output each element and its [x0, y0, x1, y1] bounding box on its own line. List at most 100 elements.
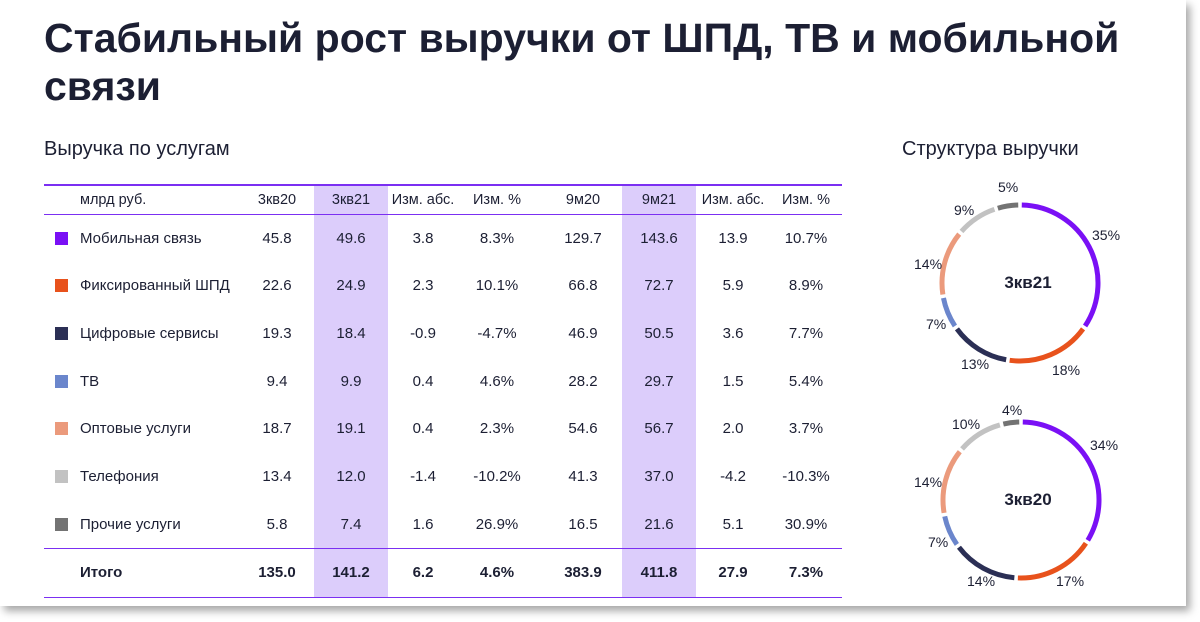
table-cell: 41.3	[568, 468, 598, 485]
row-label: Прочие услуги	[80, 516, 181, 533]
legend-swatch	[55, 422, 68, 435]
table-cell: -10.3%	[782, 468, 830, 485]
table-cell: 7.3%	[788, 564, 824, 581]
donut-svg	[939, 202, 1101, 364]
legend-swatch	[55, 327, 68, 340]
table-cell: 49.6	[336, 230, 366, 247]
donut-slice	[941, 297, 958, 328]
donut-svg	[940, 419, 1102, 581]
table-heading: Выручка по услугам	[44, 138, 230, 160]
col-header: 3кв21	[331, 192, 371, 208]
table-cell: 19.1	[336, 420, 366, 437]
legend-swatch	[55, 279, 68, 292]
table-header-line	[44, 214, 842, 215]
table-cell: 16.5	[568, 516, 598, 533]
table-cell: 12.0	[336, 468, 366, 485]
slice-label: 9%	[954, 202, 975, 218]
table-cell: 30.9%	[784, 516, 828, 533]
table-cell: 5.1	[722, 516, 744, 533]
donut-slice	[942, 515, 959, 546]
table-cell: -1.4	[410, 468, 436, 485]
col-header: 3кв20	[257, 192, 297, 208]
table-cell: 29.7	[644, 373, 674, 390]
slice-label: 14%	[914, 256, 943, 272]
table-cell: 37.0	[644, 468, 674, 485]
table-cell: 3.8	[412, 230, 434, 247]
donut-slice	[1009, 327, 1086, 364]
donut-slice	[956, 545, 1015, 581]
table-cell: 28.2	[568, 373, 598, 390]
donut-slice	[1022, 419, 1102, 542]
table-row: Цифровые сервисы 19.3 18.4 -0.9 -4.7% 46…	[44, 319, 842, 349]
table-cell: 6.2	[412, 564, 434, 581]
table-cell: 72.7	[644, 277, 674, 294]
table-cell: 50.5	[644, 325, 674, 342]
table-cell: 56.7	[644, 420, 674, 437]
table-cell: -4.7%	[477, 325, 517, 342]
table-cell: 135.0	[258, 564, 296, 581]
row-label: ТВ	[80, 373, 100, 390]
slice-label: 14%	[967, 573, 996, 589]
table-cell: 3.7%	[788, 420, 824, 437]
donut-slice	[954, 327, 1007, 363]
slice-label: 34%	[1090, 437, 1119, 453]
table-cell: 129.7	[564, 230, 602, 247]
row-label: Телефония	[80, 468, 159, 485]
highlight-column-9m21	[622, 184, 696, 597]
table-cell: 411.8	[640, 564, 678, 581]
table-row: Оптовые услуги 18.7 19.1 0.4 2.3% 54.6 5…	[44, 414, 842, 444]
table-cell: -10.2%	[473, 468, 521, 485]
table-cell: 19.3	[262, 325, 292, 342]
col-header: Изм. абс.	[701, 192, 765, 208]
table-cell: 7.7%	[788, 325, 824, 342]
row-label: Цифровые сервисы	[80, 325, 219, 342]
table-cell: 7.4	[340, 516, 362, 533]
table-row: ТВ 9.4 9.9 0.4 4.6% 28.2 29.7 1.5 5.4%	[44, 367, 842, 397]
slice-label: 17%	[1056, 573, 1085, 589]
table-row: Мобильная связь 45.8 49.6 3.8 8.3% 129.7…	[44, 224, 842, 254]
table-cell: 5.8	[266, 516, 288, 533]
col-header-unit: млрд руб.	[80, 192, 147, 208]
col-header: 9м20	[565, 192, 601, 208]
legend-swatch	[55, 232, 68, 245]
revenue-table: млрд руб. 3кв20 3кв21 Изм. абс. Изм. % 9…	[44, 184, 842, 598]
donut-slice	[959, 206, 996, 234]
highlight-column-3q21	[314, 184, 388, 597]
table-cell: 10.7%	[784, 230, 828, 247]
table-cell: 22.6	[262, 277, 292, 294]
table-cell: 21.6	[644, 516, 674, 533]
table-cell: 2.3%	[479, 420, 515, 437]
total-label: Итого	[80, 564, 123, 581]
table-cell: 27.9	[718, 564, 748, 581]
table-cell: 9.9	[340, 373, 362, 390]
legend-swatch	[55, 375, 68, 388]
slide: Стабильный рост выручки от ШПД, ТВ и моб…	[44, 15, 1121, 598]
donut-center-label: 3кв20	[1004, 490, 1052, 509]
slice-label: 10%	[952, 416, 981, 432]
slice-label: 7%	[926, 316, 947, 332]
table-cell: 2.0	[722, 420, 744, 437]
donut-chart-3q21: 3кв21 35% 18% 13% 7% 14% 9% 5%	[914, 179, 1120, 378]
table-cell: 24.9	[336, 277, 366, 294]
table-cell: 10.1%	[475, 277, 519, 294]
table-cell: 141.2	[332, 564, 370, 581]
table-cell: 5.4%	[788, 373, 824, 390]
slice-label: 5%	[998, 179, 1019, 195]
table-total-line	[44, 548, 842, 549]
legend-swatch	[55, 518, 68, 531]
table-row: Прочие услуги 5.8 7.4 1.6 26.9% 16.5 21.…	[44, 510, 842, 540]
table-cell: -0.9	[410, 325, 436, 342]
table-cell: -4.2	[720, 468, 746, 485]
table-cell: 4.6%	[479, 564, 515, 581]
row-label: Оптовые услуги	[80, 420, 192, 437]
slice-label: 18%	[1052, 362, 1081, 378]
col-header: Изм. %	[473, 192, 521, 208]
table-row: Фиксированный ШПД 22.6 24.9 2.3 10.1% 66…	[44, 271, 842, 301]
table-cell: 45.8	[262, 230, 292, 247]
table-cell: 54.6	[568, 420, 598, 437]
row-label: Мобильная связь	[80, 230, 202, 247]
table-cell: 8.9%	[788, 277, 824, 294]
table-cell: 1.5	[722, 373, 744, 390]
table-cell: 0.4	[412, 373, 434, 390]
row-label: Фиксированный ШПД	[80, 277, 230, 294]
